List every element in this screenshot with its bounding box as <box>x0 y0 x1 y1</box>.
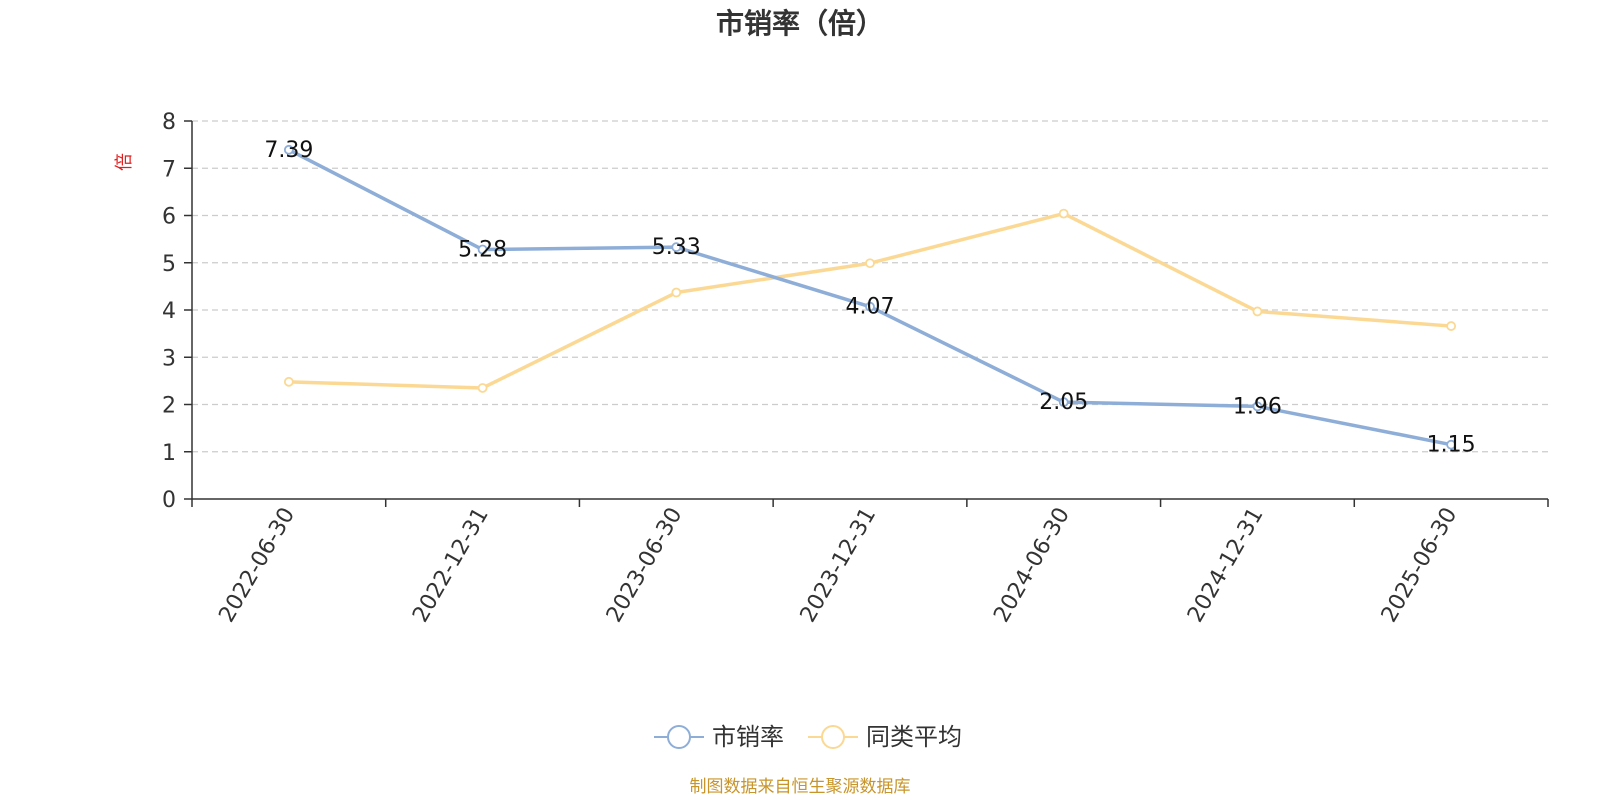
data-label: 1.96 <box>1233 394 1282 419</box>
data-point-1 <box>1252 306 1263 317</box>
x-tick-label: 2022-12-31 <box>408 503 494 626</box>
data-labels: 7.39 5.28 5.33 4.07 2.05 1.96 1.15 <box>264 138 1475 458</box>
data-label: 7.39 <box>264 138 313 163</box>
data-point-0 <box>1058 397 1069 408</box>
data-point-1 <box>477 383 488 393</box>
data-point-0 <box>283 144 294 155</box>
x-tick-label: 2024-12-31 <box>1183 504 1269 627</box>
y-tick-label: 3 <box>162 346 176 371</box>
data-point-1 <box>1446 321 1457 331</box>
y-tick-label: 5 <box>162 252 176 277</box>
data-point-1 <box>283 376 294 387</box>
data-point-0 <box>477 244 488 255</box>
data-point-1 <box>671 287 682 298</box>
y-axis-title: 倍 <box>114 153 135 171</box>
data-point-0 <box>1446 439 1457 450</box>
axes: 0 1 2 3 4 5 6 7 8 2022-06-30 2022-12-31 2023-06-30 2… <box>162 110 1549 627</box>
legend-label-0: 市销率 <box>712 723 784 751</box>
data-label: 5.33 <box>652 235 701 260</box>
y-tick-label: 6 <box>162 205 176 230</box>
legend-marker-1 <box>821 725 845 749</box>
data-label: 4.07 <box>846 295 895 320</box>
data-label: 5.28 <box>458 238 507 263</box>
y-tick-label: 8 <box>162 110 176 135</box>
data-label: 1.15 <box>1427 433 1476 458</box>
y-tick-label: 2 <box>162 394 176 419</box>
x-tick-label: 2023-06-30 <box>602 504 688 627</box>
data-point-0 <box>865 301 875 312</box>
chart-title: 市销率（倍） <box>715 7 884 40</box>
legend-label-1: 同类平均 <box>866 723 962 751</box>
source-note: 制图数据来自恒生聚源数据库 <box>689 777 911 797</box>
data-point-0 <box>671 242 682 253</box>
data-point-0 <box>1252 401 1263 412</box>
x-tick-label: 2024-06-30 <box>989 504 1075 627</box>
legend-marker-0 <box>667 725 691 749</box>
y-tick-label: 4 <box>162 299 176 324</box>
x-tick-label: 2023-12-31 <box>796 504 882 627</box>
grid-lines <box>192 120 1548 453</box>
legend[interactable]: 市销率 同类平均 <box>654 723 962 751</box>
series-layer <box>283 144 1457 450</box>
y-tick-label: 1 <box>162 441 176 466</box>
y-tick-label: 7 <box>162 157 176 182</box>
data-point-1 <box>865 258 875 269</box>
data-label: 2.05 <box>1039 390 1088 415</box>
x-tick-label: 2022-06-30 <box>214 504 300 627</box>
y-tick-label: 0 <box>162 488 176 513</box>
x-tick-label: 2025-06-30 <box>1377 504 1463 627</box>
data-point-1 <box>1058 208 1069 219</box>
